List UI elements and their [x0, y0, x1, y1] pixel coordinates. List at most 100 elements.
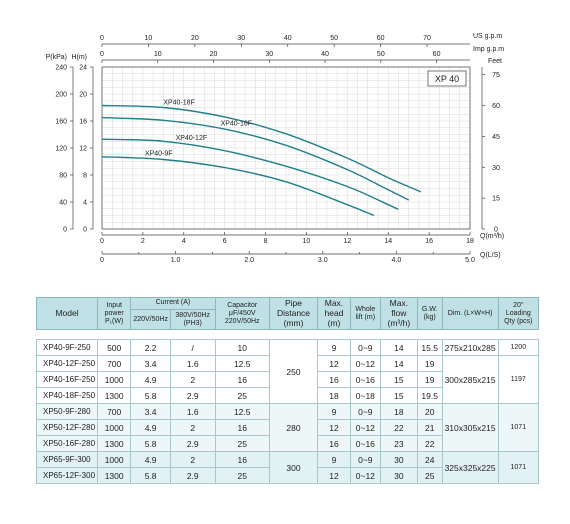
tick-label: 1.0: [171, 257, 181, 264]
tick-label: 8: [264, 238, 268, 245]
tick-label: 0: [83, 227, 87, 234]
tick-label: 200: [55, 92, 67, 99]
tick-label: 0: [100, 238, 104, 245]
tick-label: 16: [79, 119, 87, 126]
header-current-220: 220V/50Hz: [130, 308, 171, 331]
tick-label: 2: [141, 238, 145, 245]
header-input-power: Input power P₁(W): [97, 296, 132, 331]
tick-label: 14: [384, 238, 392, 245]
header-capacitor: Capacitor μF/450V 220V/50Hz: [214, 296, 270, 331]
tick-label: 10: [303, 238, 311, 245]
tick-label: 4.0: [392, 257, 402, 264]
tick-label: 60: [433, 51, 441, 58]
performance-curves: [101, 104, 422, 217]
tick-label: 240: [55, 65, 67, 72]
tick-label: 12: [79, 146, 87, 153]
table-row: XP40-16F-250 1000 4.9 2 16 16 0~16 15 19: [35, 371, 539, 389]
tick-label: 45: [492, 134, 500, 141]
tick-label: 15: [492, 196, 500, 203]
tick-label: 20: [191, 35, 199, 42]
dim-cell: 275x210x285: [441, 339, 499, 357]
tick-label: 50: [330, 35, 338, 42]
qty-cell: 1071: [497, 451, 540, 485]
header-gw: G.W. (kg): [416, 296, 443, 331]
tick-label: 8: [83, 173, 87, 180]
curve-xp40-16f: [101, 116, 410, 201]
header-current-380: 380V/50Hz (PH3): [169, 308, 216, 331]
pipe-cell: 250: [268, 339, 319, 405]
curve-xp40-12f: [101, 138, 399, 211]
tick-label: 0: [494, 227, 498, 234]
specification-table: Model Input power P₁(W) Current (A) Capa…: [35, 296, 540, 485]
header-pipe-distance: Pipe Distance (mm): [268, 296, 319, 331]
header-max-flow: Max. flow (m³/h): [379, 296, 418, 331]
dim-cell: 310x305x215: [441, 403, 499, 453]
axis-label-us-gpm: US g.p.m: [473, 33, 502, 40]
tick-label: 30: [492, 165, 500, 172]
curve-xp40-18f: [101, 104, 422, 193]
dim-cell: 300x285x215: [441, 355, 499, 405]
table-row: XP50-12F-280 1000 4.9 2 16 12 0~12 22 21: [35, 419, 539, 437]
curve-xp40-9f: [101, 156, 375, 217]
tick-label: 6: [223, 238, 227, 245]
axis-label-feet: Feet: [488, 58, 502, 65]
axis-ticks: 0 2 4 6 8 10 12 14 16 180 1.0 2.0 3.0 4.0 5.00 10 20 30 40…: [55, 35, 500, 264]
pipe-cell: 280: [268, 403, 319, 453]
header-loading-qty: 20" Loading Qty (pcs): [497, 296, 540, 331]
table-row: XP65-12F-300 1300 5.8 2.9 25 12 0~12 30 …: [35, 467, 539, 485]
tick-label: 2.0: [244, 257, 254, 264]
header-current: Current (A): [130, 297, 216, 310]
table-row: XP40-9F-250 500 2.2 / 10 250 9 0~9 14 15…: [35, 339, 540, 405]
pump-performance-chart: 0 2 4 6 8 10 12 14 16 180 1.0 2.0 3.0 4.0 5.00 10 20 30 40…: [46, 33, 505, 264]
qty-cell: 1200: [497, 339, 540, 357]
table-spacer: [36, 329, 539, 341]
tick-label: 75: [492, 72, 500, 79]
chart-badge-box: [427, 70, 467, 87]
tick-label: 4: [182, 238, 186, 245]
tick-label: 3.0: [318, 257, 328, 264]
tick-label: 120: [55, 146, 67, 153]
tick-label: 0: [63, 227, 67, 234]
tick-label: 0: [100, 257, 104, 264]
axis-label-q-m3h: Q(m³/h): [480, 233, 504, 240]
tick-label: 0: [100, 51, 104, 58]
tick-label: 20: [79, 92, 87, 99]
dim-cell: 325x325x225: [441, 451, 499, 485]
header-whole-lift: Whole lift (m): [349, 296, 381, 331]
table-row: XP50-9F-280 700 3.4 1.6 12.5 280 9 0~9 1…: [35, 403, 540, 453]
tick-label: 30: [237, 35, 245, 42]
tick-label: 10: [145, 35, 153, 42]
table-row: XP65-9F-300 1000 4.9 2 16 300 9 0~9 30 2…: [35, 451, 540, 485]
qty-cell: 1197: [497, 355, 540, 405]
header-model: Model: [35, 296, 99, 331]
tick-label: 60: [492, 103, 500, 110]
pipe-cell: 300: [268, 451, 319, 485]
tick-label: 5.0: [465, 257, 475, 264]
tick-label: 10: [154, 51, 162, 58]
plot-border: [101, 66, 471, 230]
tick-label: 24: [79, 65, 87, 72]
tick-label: 40: [284, 35, 292, 42]
tick-label: 4: [83, 200, 87, 207]
tick-label: 60: [377, 35, 385, 42]
axis-label-p-kpa: P(kPa): [46, 54, 67, 61]
tick-label: 160: [55, 119, 67, 126]
series-label: XP40-16F: [221, 121, 253, 128]
tick-label: 0: [100, 35, 104, 42]
tick-label: 20: [210, 51, 218, 58]
axis-label-h-m: H(m): [71, 54, 87, 61]
qty-cell: 1071: [497, 403, 540, 453]
chart-badge: XP 40: [435, 74, 459, 84]
tick-label: 70: [423, 35, 431, 42]
table-row: XP40-12F-250 700 3.4 1.6 12.5 12 0~12 14…: [35, 355, 540, 405]
axis-label-q-ls: Q(L/S): [480, 252, 501, 259]
chart-grid: [101, 66, 471, 230]
series-label: XP40-12F: [176, 135, 208, 142]
tick-label: 40: [59, 200, 67, 207]
series-label: XP40-9F: [145, 151, 173, 158]
tick-label: 40: [321, 51, 329, 58]
series-label: XP40-18F: [163, 100, 195, 107]
tick-label: 18: [466, 238, 474, 245]
tick-label: 80: [59, 173, 67, 180]
tick-label: 50: [377, 51, 385, 58]
